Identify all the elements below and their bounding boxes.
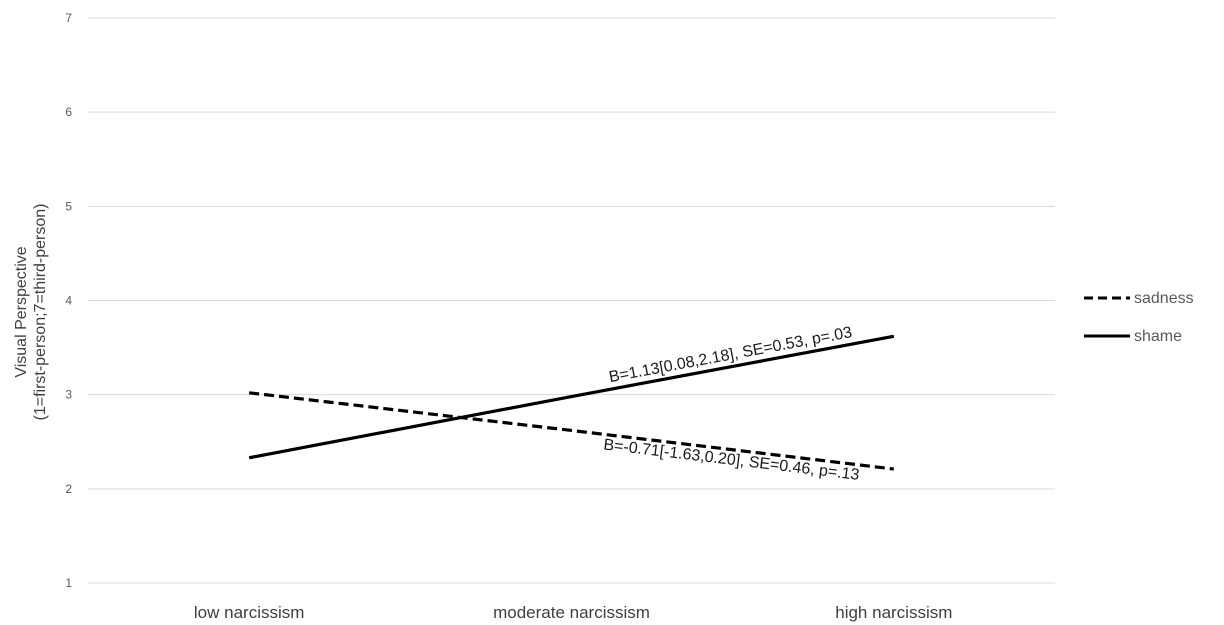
y-axis-title: Visual Perspective (1=first-person;7=thi… [13,204,49,421]
y-tick-label: 4 [65,294,72,308]
y-tick-label: 3 [65,388,72,402]
legend: sadness shame [1084,290,1194,345]
series-line-sadness [248,391,895,471]
x-category-label: high narcissism [835,603,952,622]
y-tick-label: 2 [65,482,72,496]
legend-label-shame: shame [1134,328,1182,345]
gridlines [88,17,1055,584]
legend-label-sadness: sadness [1134,290,1194,307]
y-tick-label: 5 [65,199,72,213]
x-category-label: moderate narcissism [493,603,650,622]
y-axis-title-line2: (1=first-person;7=third-person) [32,204,49,421]
series-line-shame [248,334,895,460]
y-tick-label: 6 [65,105,72,119]
y-tick-label: 7 [65,11,72,25]
y-tick-labels: 1 2 3 4 5 6 7 [65,11,72,590]
x-category-label: low narcissism [194,603,305,622]
annotation-shame: B=1.13[0.08,2.18], SE=0.53, p=.03 [608,324,854,386]
series-lines [248,334,895,471]
y-axis-title-line1: Visual Perspective [13,246,30,377]
y-tick-label: 1 [65,576,72,590]
x-category-labels: low narcissism moderate narcissism high na… [194,603,953,622]
